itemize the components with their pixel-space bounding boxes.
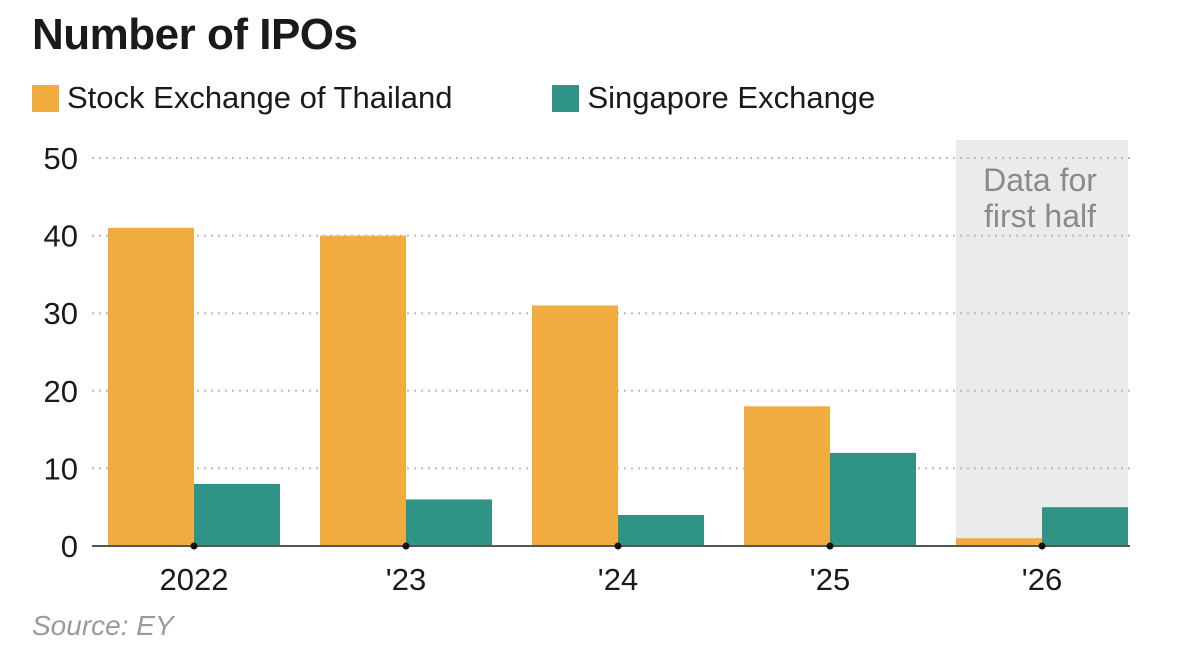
bar-singapore-2: [618, 514, 704, 546]
bar-singapore-1: [406, 499, 492, 546]
x-tick-dot-0: [190, 542, 198, 550]
x-tick-label-2: '24: [598, 562, 638, 597]
annotation-line-2: first half: [984, 198, 1096, 234]
legend-label-singapore: Singapore Exchange: [587, 80, 876, 115]
bar-thailand-2: [532, 305, 618, 546]
x-tick-label-4: '26: [1022, 562, 1062, 597]
bar-thailand-4: [956, 538, 1042, 546]
bar-thailand-3: [744, 406, 830, 546]
x-tick-label-0: 2022: [160, 562, 229, 597]
y-tick-label-10: 10: [44, 451, 78, 486]
partial-year-shade: [956, 140, 1128, 546]
bar-thailand-1: [320, 235, 406, 546]
legend-item-thailand: Stock Exchange of Thailand: [32, 80, 452, 116]
y-tick-label-0: 0: [61, 529, 78, 564]
bar-singapore-3: [830, 452, 916, 546]
x-tick-label-3: '25: [810, 562, 850, 597]
bar-singapore-4: [1042, 507, 1128, 546]
legend-swatch-singapore: [552, 84, 580, 112]
legend-swatch-thailand: [32, 84, 59, 112]
x-tick-dot-4: [1038, 542, 1046, 550]
bar-singapore-0: [194, 483, 280, 546]
legend: Stock Exchange of Thailand Singapore Exc…: [32, 78, 875, 118]
y-tick-label-40: 40: [44, 219, 78, 254]
legend-item-singapore: Singapore Exchange: [552, 80, 875, 116]
y-tick-label-20: 20: [44, 374, 78, 409]
y-tick-label-30: 30: [44, 296, 78, 331]
bar-thailand-0: [108, 227, 194, 546]
y-tick-label-50: 50: [44, 141, 78, 176]
x-tick-label-1: '23: [386, 562, 426, 597]
x-tick-dot-2: [614, 542, 622, 550]
annotation-line-1: Data for: [983, 162, 1097, 198]
x-tick-dot-3: [826, 542, 834, 550]
source-note: Source: EY: [32, 610, 174, 641]
x-tick-dot-1: [402, 542, 410, 550]
chart-title: Number of IPOs: [32, 10, 358, 59]
legend-label-thailand: Stock Exchange of Thailand: [67, 80, 453, 115]
